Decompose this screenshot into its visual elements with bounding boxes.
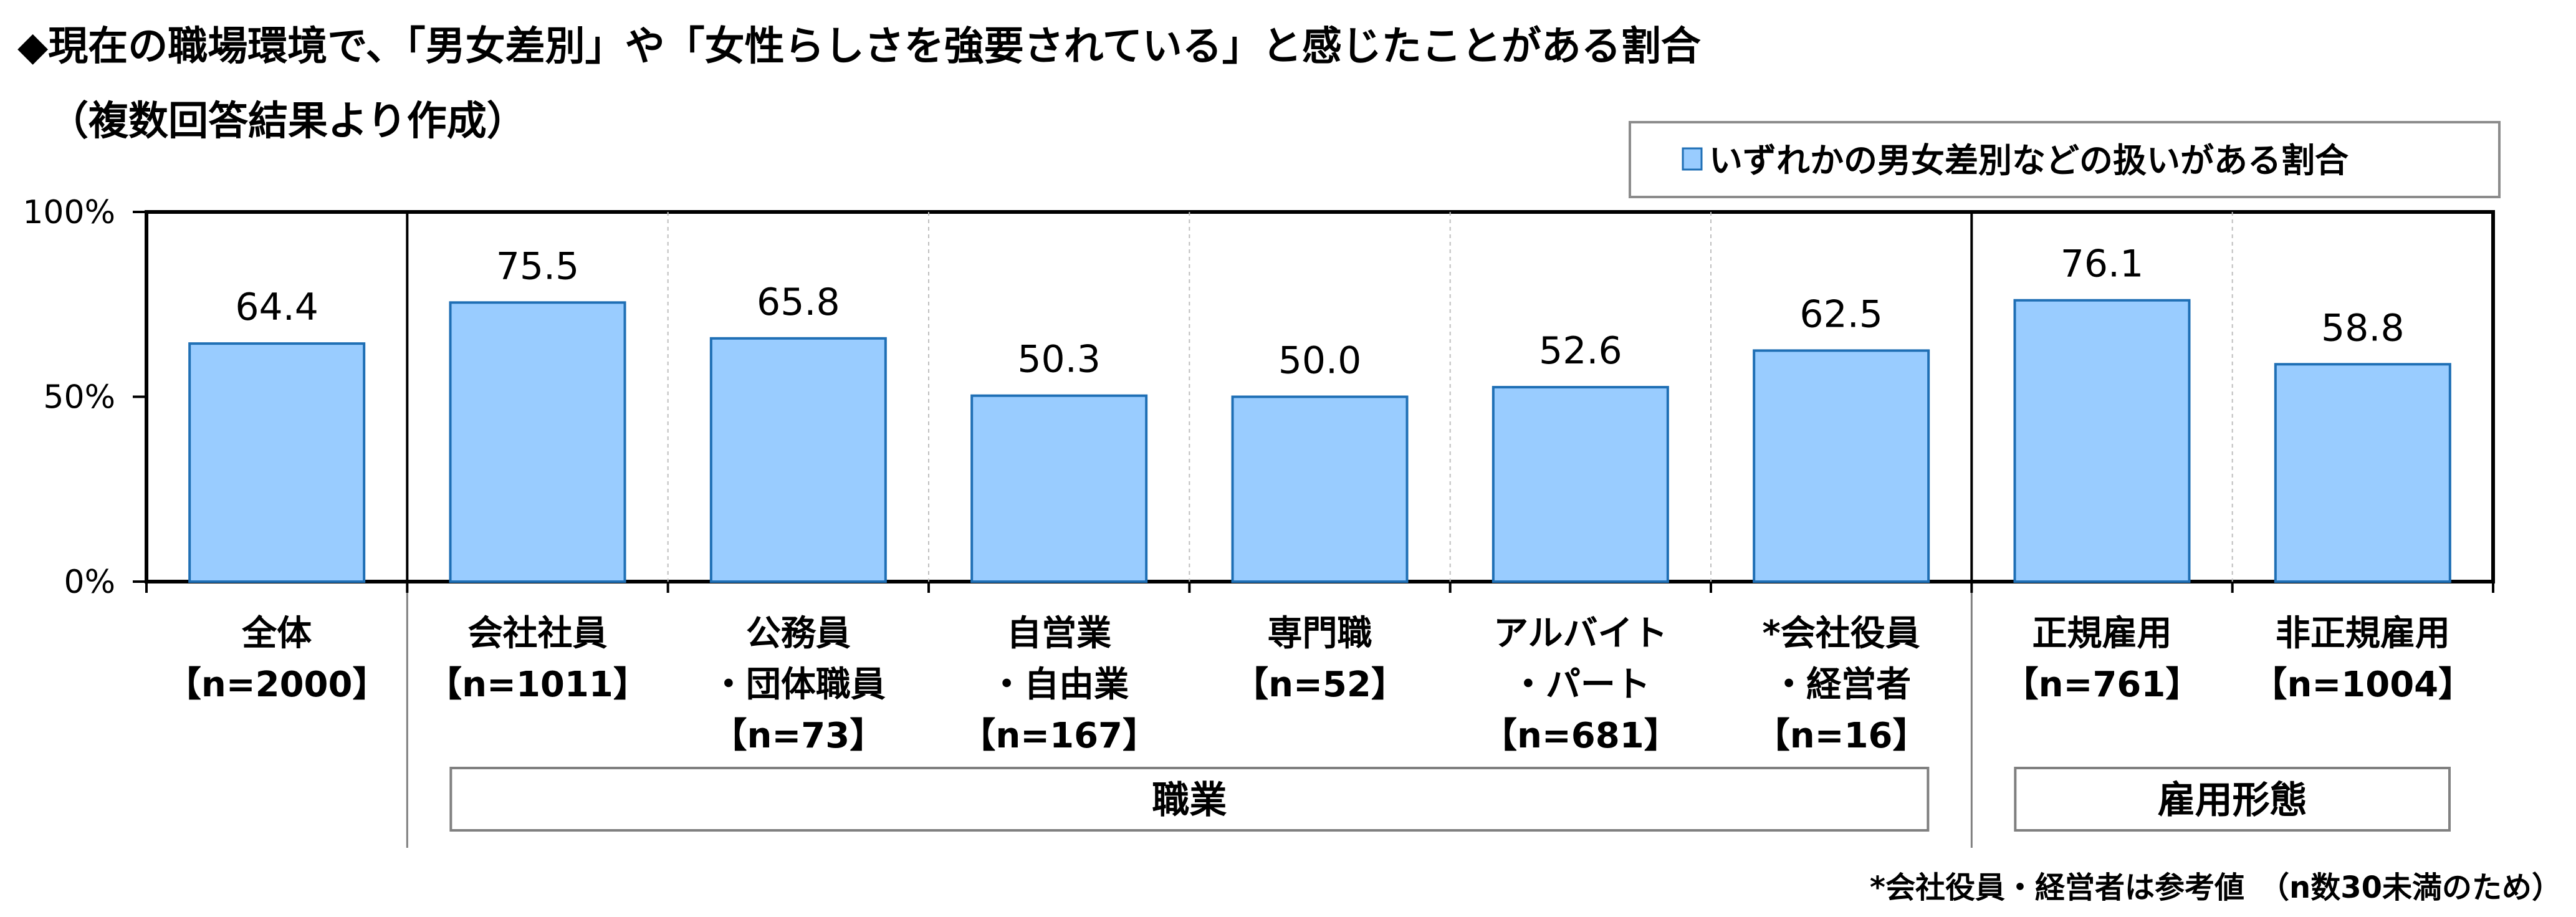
category-label: 【n=16】 [1755, 716, 1928, 756]
category-label: 【n=2000】 [166, 665, 388, 705]
legend-label: いずれかの男女差別などの扱いがある割合 [1709, 141, 2349, 180]
category-label: *会社役員 [1763, 613, 1920, 654]
group-box [2014, 767, 2451, 832]
category-label: 【n=1004】 [2253, 665, 2474, 705]
bar [709, 337, 887, 583]
bar [1753, 349, 1930, 583]
data-label: 62.5 [1799, 292, 1883, 336]
bar [1491, 386, 1669, 583]
chart-title: ◆現在の職場環境で、「男女差別」や「女性らしさを強要されている」と感じたことがあ… [17, 24, 1701, 70]
category-label: ・自由業 [989, 665, 1129, 705]
category-label: ・団体職員 [711, 665, 886, 705]
category-label: ・経営者 [1771, 665, 1911, 705]
category-label: 【n=761】 [2004, 665, 2201, 705]
legend-box [1629, 121, 2501, 198]
chart-subtitle: （複数回答結果より作成） [49, 98, 527, 145]
footnote: *会社役員・経営者は参考値 （n数30未満のため） [1870, 870, 2562, 905]
y-tick-label: 0% [64, 564, 116, 601]
category-label: 正規雇用 [2033, 613, 2172, 654]
category-label: 【n=73】 [712, 716, 884, 756]
data-label: 65.8 [757, 281, 840, 324]
bar [2274, 363, 2451, 583]
category-label: アルバイト [1493, 613, 1667, 654]
category-label: 【n=1011】 [427, 665, 648, 705]
data-label: 76.1 [2061, 242, 2144, 286]
data-label: 50.3 [1017, 338, 1101, 382]
y-tick-label: 50% [43, 379, 115, 416]
bar [2013, 299, 2191, 583]
category-label: 非正規雇用 [2276, 613, 2450, 654]
plot-area: 0% 50% 100% 64.4 全体【n=2000】 75.5 会社社員【n=1011】 6… [22, 194, 2495, 848]
legend: いずれかの男女差別などの扱いがある割合 [1629, 121, 2501, 198]
group-box [449, 767, 1930, 832]
bar [970, 394, 1148, 583]
category-label: 【n=681】 [1482, 716, 1679, 756]
category-label: 【n=167】 [960, 716, 1157, 756]
category-label: ・パート [1511, 665, 1650, 705]
category-label: 専門職 [1268, 613, 1372, 654]
legend-swatch [1682, 147, 1703, 171]
group-label: 職業 [1152, 779, 1227, 822]
category-label: 公務員 [746, 613, 851, 654]
bar [449, 301, 626, 583]
data-label: 58.8 [2321, 306, 2405, 350]
group-label: 雇用形態 [2158, 779, 2307, 822]
data-label: 52.6 [1539, 329, 1622, 373]
data-label: 50.0 [1278, 339, 1362, 383]
bar [188, 342, 366, 583]
category-label: 会社社員 [468, 613, 608, 654]
bar [1231, 395, 1409, 583]
data-label: 75.5 [496, 244, 580, 288]
category-label: 【n=52】 [1233, 665, 1406, 705]
data-label: 64.4 [235, 286, 318, 329]
category-label: 全体 [241, 613, 312, 654]
category-label: 自営業 [1007, 613, 1111, 654]
y-tick-label: 100% [22, 194, 115, 231]
